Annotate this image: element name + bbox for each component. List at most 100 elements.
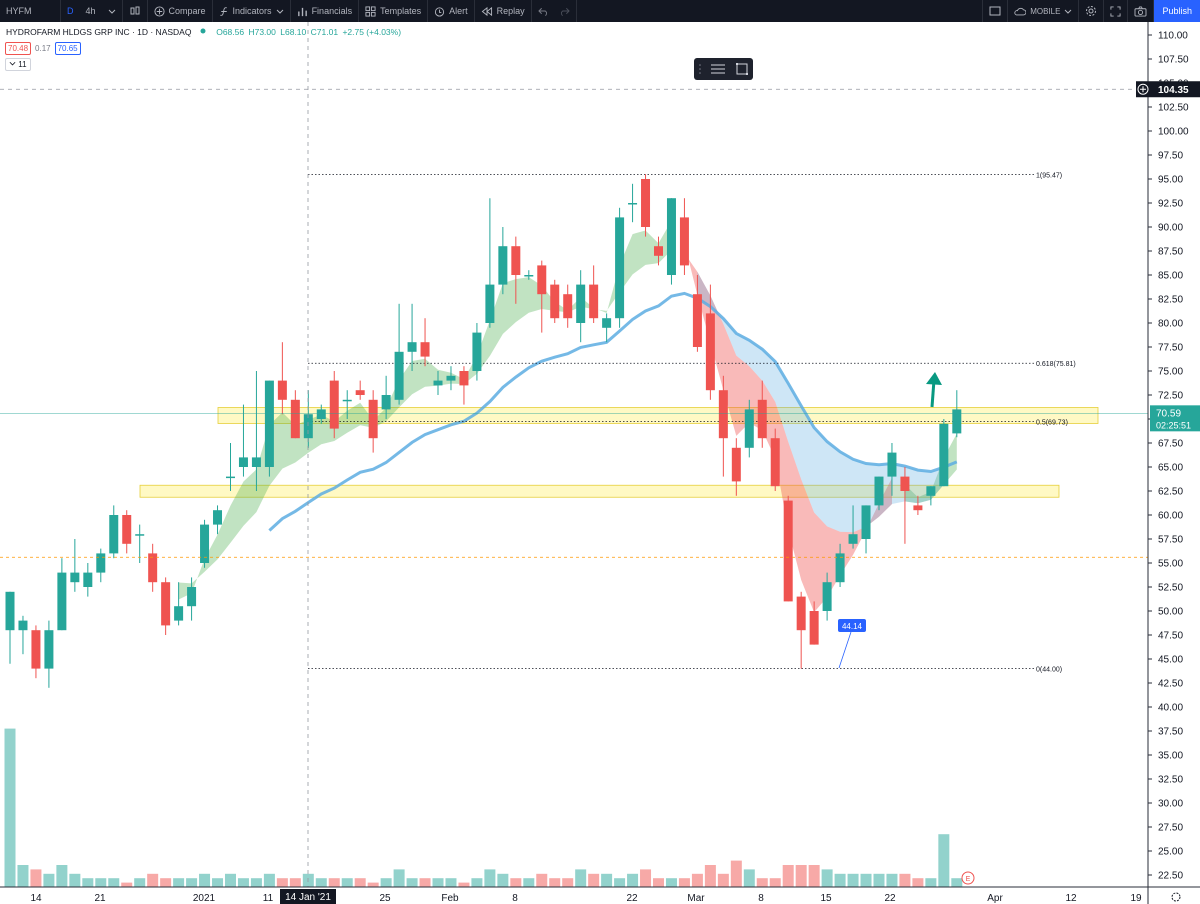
- candle-body: [238, 457, 248, 467]
- volume-bar: [769, 878, 781, 887]
- candle-body: [848, 534, 858, 544]
- symbol-title[interactable]: HYDROFARM HLDGS GRP INC · 1D · NASDAQ: [6, 27, 192, 37]
- volume-bar: [121, 882, 133, 887]
- volume-bar: [640, 869, 652, 887]
- volume-bar: [860, 873, 872, 887]
- box-select-icon[interactable]: [735, 62, 749, 76]
- price-tick-label: 60.00: [1158, 511, 1183, 522]
- drag-handle-icon[interactable]: [698, 63, 702, 75]
- candle-body: [835, 553, 845, 583]
- price-tick-label: 102.50: [1158, 103, 1189, 114]
- layout-selector[interactable]: MOBILE: [1008, 0, 1080, 22]
- volume-bar: [951, 878, 963, 887]
- drawing-floating-toolbar: [694, 58, 753, 80]
- candle-body: [381, 395, 391, 410]
- candle-body: [122, 515, 132, 544]
- resistance-zone: [217, 407, 1099, 424]
- candle-body: [809, 611, 819, 645]
- time-tick-label: 15: [820, 893, 832, 904]
- bid-ask-row: 70.48 0.17 70.65: [5, 42, 81, 55]
- crosshair-date-badge: [280, 889, 336, 904]
- price-tick-label: 95.00: [1158, 175, 1183, 186]
- candle-body: [952, 409, 962, 434]
- undo-icon[interactable]: [537, 6, 549, 16]
- callout-connector: [838, 631, 852, 669]
- publish-button[interactable]: Publish: [1154, 0, 1200, 22]
- volume-bar: [678, 878, 690, 887]
- candle-body: [926, 486, 936, 496]
- volume-bar: [938, 834, 950, 887]
- candle-body: [550, 284, 560, 319]
- price-tick-label: 47.50: [1158, 631, 1183, 642]
- candle-body: [329, 380, 339, 429]
- settings-button[interactable]: [1079, 0, 1105, 22]
- ask-box[interactable]: 70.65: [54, 42, 81, 55]
- candle-body: [251, 457, 261, 467]
- candlestick-series: [5, 174, 962, 688]
- candle-body: [861, 505, 871, 539]
- indicators-button[interactable]: Indicators: [213, 0, 291, 22]
- fullscreen-button[interactable]: [1104, 0, 1129, 22]
- earnings-marker: [961, 871, 975, 885]
- candle-body: [472, 332, 482, 371]
- moving-average-line: [268, 291, 958, 532]
- time-tick-label: 19: [1130, 893, 1142, 904]
- price-tick-label: 80.00: [1158, 319, 1183, 330]
- time-tick-label: 8: [512, 893, 518, 904]
- candle-body: [342, 399, 352, 402]
- candle-body: [44, 630, 54, 669]
- volume-bar: [536, 873, 548, 887]
- candle-body: [744, 409, 754, 448]
- candle-body: [187, 587, 197, 607]
- bar-countdown: 02:25:51: [1156, 420, 1191, 430]
- volume-bar: [30, 869, 42, 887]
- crosshair-price-badge: [1136, 81, 1200, 98]
- snapshot-button[interactable]: [1128, 0, 1155, 22]
- plus-circle-icon: [153, 5, 165, 17]
- last-price-value: 70.59: [1156, 408, 1181, 419]
- volume-bar: [795, 865, 807, 887]
- chart-type-button[interactable]: [123, 0, 148, 22]
- volume-bar: [782, 865, 794, 887]
- price-tick-label: 85.00: [1158, 271, 1183, 282]
- window-icon: [989, 6, 1001, 16]
- price-tick-label: 32.50: [1158, 775, 1183, 786]
- candle-body: [615, 217, 625, 319]
- earnings-marker-label: E: [966, 876, 971, 883]
- candle-body: [70, 572, 80, 583]
- financials-button[interactable]: Financials: [291, 0, 360, 22]
- volume-bar: [276, 878, 288, 887]
- replay-button[interactable]: Replay: [475, 0, 532, 22]
- volume-bar: [212, 878, 224, 887]
- interval-d[interactable]: D: [67, 6, 74, 16]
- interval-selector[interactable]: D 4h: [61, 0, 123, 22]
- fib-level-label: 0.5(69.73): [1036, 420, 1068, 427]
- high-value: H73.00: [248, 27, 276, 37]
- candle-body: [200, 524, 210, 563]
- candle-body: [498, 246, 508, 285]
- fullscreen-toggle[interactable]: [982, 0, 1009, 22]
- redo-icon[interactable]: [559, 6, 570, 16]
- fibonacci-retracement[interactable]: 1(95.47) 0.618(75.81) 0.5(69.73) 0(44.00): [308, 172, 1076, 674]
- templates-button[interactable]: Templates: [359, 0, 429, 22]
- price-tick-label: 50.00: [1158, 607, 1183, 618]
- interval-4h[interactable]: 4h: [85, 6, 96, 16]
- price-chart[interactable]: 1(95.47) 0.618(75.81) 0.5(69.73) 0(44.00) 4…: [0, 22, 1200, 904]
- market-open-dot-icon: [200, 28, 206, 34]
- volume-bar: [199, 873, 211, 887]
- volume-bar: [95, 878, 107, 887]
- volume-bar: [4, 728, 16, 887]
- open-value: O68.56: [216, 27, 245, 37]
- volume-bar: [730, 860, 742, 887]
- candle-body: [420, 342, 430, 357]
- layout-name: MOBILE: [1030, 6, 1061, 16]
- volume-bar: [653, 878, 664, 887]
- price-tick-label: 62.50: [1158, 487, 1183, 498]
- symbol-search[interactable]: HYFM: [0, 0, 61, 22]
- compare-button[interactable]: Compare: [148, 0, 213, 22]
- volume-legend-toggle[interactable]: 11: [5, 58, 31, 71]
- volume-bar: [289, 878, 301, 887]
- line-style-icon[interactable]: [710, 63, 726, 75]
- bid-box[interactable]: 70.48: [5, 42, 32, 55]
- alert-button[interactable]: Alert: [428, 0, 475, 22]
